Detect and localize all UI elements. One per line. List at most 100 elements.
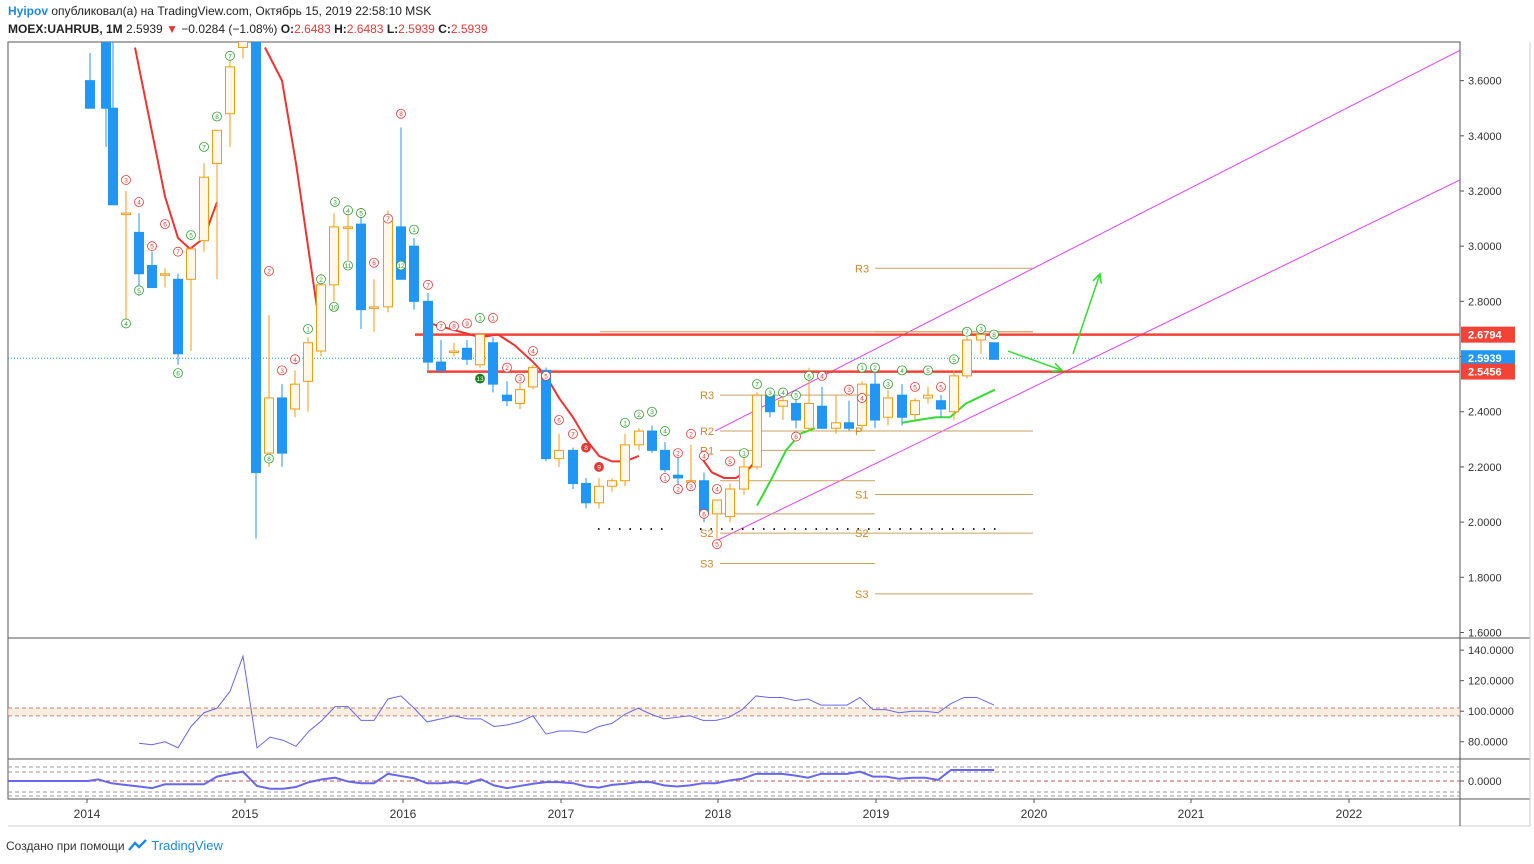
candle-body bbox=[396, 226, 406, 280]
td-marker bbox=[581, 442, 591, 453]
candle-body bbox=[147, 265, 157, 289]
cci-tick-label: 80.0000 bbox=[1468, 737, 1508, 749]
candle-body bbox=[647, 430, 657, 451]
td-marker-label: 7 bbox=[755, 382, 759, 389]
x-tick-label: 2021 bbox=[1178, 807, 1205, 821]
pivot-level-label: S1 bbox=[855, 490, 868, 502]
td-marker bbox=[712, 539, 722, 550]
td-marker-label: 4 bbox=[781, 390, 785, 397]
td-marker bbox=[316, 274, 326, 285]
candle-body bbox=[989, 342, 999, 360]
td-marker bbox=[699, 508, 709, 519]
td-marker bbox=[857, 362, 867, 373]
td-marker bbox=[673, 484, 683, 494]
candle-body bbox=[101, 42, 111, 109]
td-marker bbox=[121, 175, 131, 185]
cci-indicator-pane[interactable]: 140.0000 120.0000 100.0000 80.0000 bbox=[8, 645, 1514, 749]
candle-body bbox=[857, 383, 867, 427]
candle-body bbox=[528, 367, 538, 388]
cci-tick-label: 140.0000 bbox=[1468, 645, 1514, 657]
close-value: 2.5939 bbox=[450, 22, 488, 36]
candle-body bbox=[883, 397, 893, 418]
td-marker bbox=[647, 406, 657, 417]
td-marker bbox=[329, 301, 339, 312]
moving-average-line bbox=[429, 322, 640, 463]
candle-body bbox=[804, 402, 814, 429]
candle-body bbox=[923, 394, 933, 399]
td-marker bbox=[264, 266, 274, 276]
x-tick-label: 2014 bbox=[74, 807, 101, 821]
td-marker-label: 8 bbox=[584, 445, 588, 452]
candle-body bbox=[752, 394, 762, 468]
td-marker-label: 1 bbox=[491, 315, 495, 322]
td-marker bbox=[383, 213, 393, 224]
candle-body bbox=[844, 422, 854, 429]
last-price: 2.5939 bbox=[126, 22, 163, 36]
symbol-header: MOEX:UAHRUB, 1M 2.5939 ▼ −0.0284 (−1.08%… bbox=[8, 22, 488, 36]
candle-body bbox=[488, 342, 498, 385]
td-marker-label: 5 bbox=[939, 384, 943, 391]
candle-body bbox=[290, 383, 300, 410]
td-marker-label: 5 bbox=[913, 384, 917, 391]
td-marker bbox=[673, 448, 683, 459]
td-marker bbox=[356, 208, 366, 218]
candle-body bbox=[475, 333, 485, 366]
td-marker bbox=[660, 426, 670, 436]
td-marker-label: 6 bbox=[702, 511, 706, 518]
candle-body bbox=[831, 422, 841, 429]
td-marker-label: 7 bbox=[965, 329, 969, 336]
td-marker-label: 6 bbox=[163, 222, 167, 229]
x-tick-label: 2015 bbox=[232, 807, 259, 821]
td-marker-label: 5 bbox=[137, 288, 141, 295]
cci-tick-label: 120.0000 bbox=[1468, 676, 1514, 688]
candle-body bbox=[121, 212, 131, 216]
candle-body bbox=[108, 107, 118, 206]
cci-tick-label: 100.0000 bbox=[1468, 706, 1514, 718]
td-marker-label: 2 bbox=[689, 431, 693, 438]
td-marker-label: 2 bbox=[676, 451, 680, 458]
td-marker-label: 4 bbox=[860, 395, 864, 402]
high-value: 2.6483 bbox=[346, 22, 384, 36]
td-marker-label: 12 bbox=[397, 263, 405, 270]
publisher-name[interactable]: Hyipov bbox=[8, 4, 49, 18]
td-marker-label: 2 bbox=[319, 277, 323, 284]
candle-body bbox=[778, 400, 788, 407]
td-sequential-markers: 3454567657872834121034411561278177891113… bbox=[121, 50, 999, 550]
footer-brand[interactable]: TradingView bbox=[151, 838, 223, 853]
tradingview-logo-icon[interactable] bbox=[128, 839, 151, 853]
candle-body bbox=[897, 394, 907, 418]
td-marker-label: 4 bbox=[137, 200, 141, 207]
td-marker-label: 1 bbox=[860, 365, 864, 372]
candle-body bbox=[212, 129, 222, 164]
candle-body bbox=[673, 474, 683, 479]
td-marker bbox=[147, 241, 157, 252]
td-marker-label: 8 bbox=[215, 114, 219, 121]
td-marker-label: 6 bbox=[372, 260, 376, 267]
candle-body bbox=[870, 383, 880, 421]
td-marker bbox=[225, 50, 235, 61]
td-marker bbox=[594, 462, 604, 472]
y-tick-label: 2.4000 bbox=[1468, 407, 1502, 419]
momentum-indicator-pane[interactable]: 0.0000 bbox=[8, 766, 1502, 797]
td-marker bbox=[804, 370, 814, 381]
close-label: C: bbox=[438, 22, 451, 36]
candle-series[interactable] bbox=[85, 25, 999, 539]
moving-average-line bbox=[264, 47, 322, 335]
td-marker bbox=[173, 368, 183, 379]
td-marker-label: 1 bbox=[623, 420, 627, 427]
y-tick-label: 2.0000 bbox=[1468, 517, 1502, 529]
td-marker-label: 11 bbox=[345, 263, 352, 270]
td-marker bbox=[554, 415, 564, 425]
td-marker-label: 5 bbox=[544, 373, 548, 380]
td-marker bbox=[134, 197, 144, 207]
candle-body bbox=[502, 394, 512, 402]
pivot-level-label: S3 bbox=[700, 559, 713, 571]
td-marker-label: 3 bbox=[847, 387, 851, 394]
candle-body bbox=[910, 400, 920, 416]
x-tick-label: 2019 bbox=[863, 807, 890, 821]
td-marker bbox=[739, 448, 749, 459]
td-marker-label: 1 bbox=[742, 451, 746, 458]
forecast-arrowhead bbox=[1051, 362, 1064, 373]
symbol-name: MOEX:UAHRUB, 1M bbox=[8, 22, 123, 36]
